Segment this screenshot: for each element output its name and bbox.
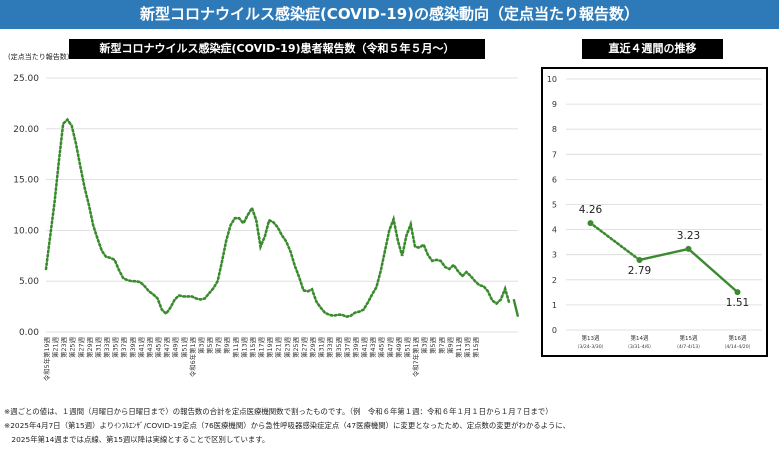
main-x-tick-label: 第47週 [162,336,171,358]
main-x-tick-label: 第47週 [385,336,394,358]
main-x-tick-label: 第11週 [454,336,463,358]
main-x-tick-label: 第27週 [299,336,308,358]
page-title: 新型コロナウイルス感染症(COVID-19)の感染動向（定点当たり報告数） [0,0,779,29]
side-x-sublabel: （4/14-4/20） [722,344,753,350]
main-x-tick-label: 第25週 [291,336,300,358]
main-x-tick-label: 第19週 [265,336,274,358]
side-y-tick-label: 0 [552,326,557,335]
main-x-tick-label: 第23週 [282,336,291,358]
main-x-tick-label: 第5週 [428,336,437,353]
main-x-tick-label: 第41週 [136,336,145,358]
main-x-tick-label: 令和7年第1週 [411,336,420,377]
main-y-tick-label: 20.00 [13,125,39,135]
main-x-tick-label: 第27週 [76,336,85,358]
side-x-tick-label: 第13週 [582,334,600,342]
main-x-tick-label: 第43週 [368,336,377,358]
main-x-tick-label: 第3週 [420,336,429,353]
side-point-label: 4.26 [579,204,603,216]
footnote-2: ※2025年4月7日（第15週）よりｲﾝﾌﾙｴﾝｻﾞ/COVID-19定点（76… [4,421,570,430]
y-unit-label: (定点当たり報告数) [8,53,70,61]
side-y-tick-label: 8 [552,125,557,134]
side-x-tick-label: 第16週 [729,334,747,342]
main-chart-title: 新型コロナウイルス感染症(COVID-19)患者報告数（令和５年５月～） [69,39,485,59]
main-x-tick-label: 第21週 [51,336,60,358]
main-x-tick-label: 第9週 [445,336,454,353]
side-series-dotted [589,221,641,262]
main-x-tick-label: 第51週 [179,336,188,358]
main-x-tick-label: 第7週 [437,336,446,353]
footnote-3: 2025年第14週までは点線、第15週以降は実線とすることで区別しています。 [4,435,270,444]
main-x-tick-label: 第33週 [325,336,334,358]
main-x-tick-label: 第21週 [274,336,283,358]
main-x-tick-label: 第17週 [257,336,266,358]
main-x-tick-label: 第13週 [239,336,248,358]
main-x-tick-label: 第45週 [377,336,386,358]
main-x-tick-label: 第45週 [154,336,163,358]
side-chart-frame [541,67,768,357]
side-point-label: 1.51 [726,297,749,309]
main-series-solid [512,298,520,317]
main-x-tick-label: 第7週 [214,336,223,353]
side-point [636,256,643,263]
main-x-tick-label: 令和6年第1週 [188,336,197,377]
side-y-tick-label: 7 [552,150,557,159]
side-y-tick-label: 10 [547,75,557,84]
side-x-sublabel: （3/24-3/30） [575,344,606,350]
side-y-tick-label: 2 [552,276,557,285]
side-point [734,289,741,296]
side-chart-title: 直近４週間の推移 [582,39,723,59]
side-series-solid [639,247,739,293]
side-x-sublabel: （4/7-4/13） [674,344,703,350]
main-x-tick-label: 第23週 [59,336,68,358]
side-y-tick-label: 5 [552,201,557,210]
main-x-tick-label: 第37週 [119,336,128,358]
main-series-dotted [44,117,511,319]
main-x-tick-label: 第39週 [351,336,360,358]
main-x-tick-label: 令和5年第19週 [42,336,51,381]
main-x-tick-label: 第43週 [145,336,154,358]
side-y-tick-label: 9 [552,100,557,109]
main-x-tick-label: 第31週 [93,336,102,358]
main-x-tick-label: 第13週 [463,336,472,358]
footnote-1: ※週ごとの値は、１週間（月曜日から日曜日まで）の報告数の合計を定点医療機関数で割… [4,407,553,416]
main-x-tick-label: 第35週 [334,336,343,358]
main-x-tick-label: 第11週 [231,336,240,358]
side-x-tick-label: 第15週 [680,334,698,342]
main-x-tick-label: 第49週 [171,336,180,358]
main-x-tick-label: 第33週 [102,336,111,358]
main-x-tick-label: 第15週 [471,336,480,358]
side-point-label: 3.23 [677,230,700,242]
main-x-tick-label: 第31週 [317,336,326,358]
side-x-tick-label: 第14週 [631,334,649,342]
main-x-tick-label: 第37週 [342,336,351,358]
side-point [587,220,594,227]
main-x-tick-label: 第35週 [111,336,120,358]
main-x-tick-label: 第49週 [394,336,403,358]
side-y-tick-label: 1 [552,301,557,310]
side-point [685,245,692,252]
side-y-tick-label: 4 [552,226,557,235]
side-x-sublabel: （3/31-4/6） [625,344,654,350]
main-y-tick-label: 25.00 [13,74,39,84]
main-x-tick-label: 第29週 [85,336,94,358]
main-x-tick-label: 第15週 [248,336,257,358]
main-x-tick-label: 第3週 [196,336,205,353]
main-x-tick-label: 第9週 [222,336,231,353]
main-x-tick-label: 第25週 [68,336,77,358]
side-point-label: 2.79 [628,265,651,277]
main-y-tick-label: 10.00 [13,226,39,236]
main-y-tick-label: 15.00 [13,176,39,186]
footnotes: ※週ごとの値は、１週間（月曜日から日曜日まで）の報告数の合計を定点医療機関数で割… [4,405,570,447]
main-x-tick-label: 第41週 [360,336,369,358]
main-y-tick-label: 5.00 [19,277,39,287]
main-x-tick-label: 第29週 [308,336,317,358]
side-y-tick-label: 3 [552,251,557,260]
main-x-tick-label: 第51週 [402,336,411,358]
side-y-tick-label: 6 [552,175,557,184]
main-y-tick-label: 0.00 [19,328,39,338]
main-x-tick-label: 第5週 [205,336,214,353]
main-x-tick-label: 第39週 [128,336,137,358]
